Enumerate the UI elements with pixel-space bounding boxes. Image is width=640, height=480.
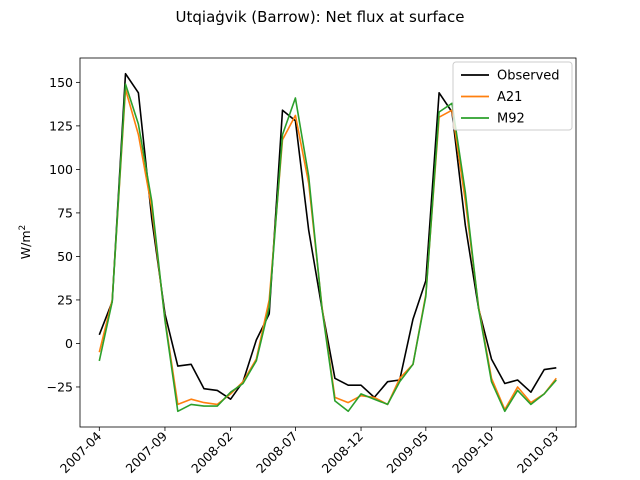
x-tick-label: 2009-10 [449, 428, 497, 476]
y-tick-label: 0 [65, 336, 73, 351]
chart-title: Utqiaġvik (Barrow): Net flux at surface [176, 8, 465, 26]
series-line-m92 [98, 83, 557, 413]
x-tick-label: 2007-09 [123, 428, 171, 476]
y-tick-label: 125 [49, 118, 73, 133]
y-tick-label: −25 [47, 379, 73, 394]
legend: Observed A21 M92 [452, 61, 573, 131]
legend-label-observed: Observed [497, 69, 560, 84]
legend-box [452, 61, 573, 131]
x-tick-label: 2009-05 [383, 429, 431, 477]
legend-label-a21: A21 [497, 90, 522, 105]
x-tick-label: 2008-12 [319, 429, 367, 477]
axes-frame [79, 57, 577, 428]
legend-label-m92: M92 [497, 112, 525, 127]
x-tick-label: 2008-07 [253, 429, 301, 477]
x-axis: 2007-04 2007-09 2008-02 2008-07 2008-12 2009-… [57, 427, 561, 476]
y-tick-label: 150 [49, 75, 73, 90]
series-layer [98, 72, 557, 413]
y-axis-label: W/m2 [18, 225, 33, 259]
y-axis-label-unit: W/m [18, 230, 33, 259]
y-tick-label: 25 [57, 292, 73, 307]
y-axis: −25 0 25 50 75 100 125 150 [47, 75, 80, 394]
x-tick-label: 2008-02 [188, 429, 236, 477]
x-tick-label: 2010-03 [514, 429, 562, 477]
x-tick-label: 2007-04 [57, 428, 105, 476]
y-axis-label-superscript: 2 [18, 225, 28, 231]
y-tick-label: 75 [57, 205, 73, 220]
y-tick-label: 50 [57, 249, 73, 264]
y-tick-label: 100 [49, 162, 73, 177]
